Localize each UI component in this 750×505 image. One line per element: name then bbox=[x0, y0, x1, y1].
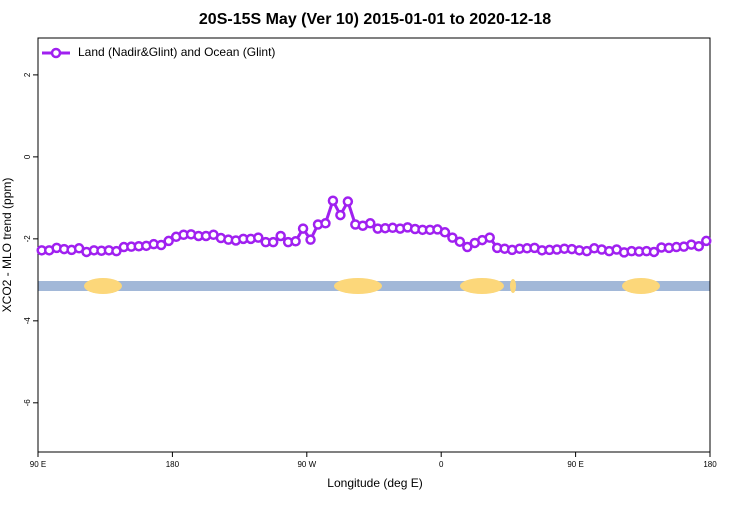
data-point bbox=[447, 232, 458, 243]
data-point bbox=[253, 232, 264, 243]
data-point bbox=[327, 195, 339, 206]
data-point bbox=[701, 235, 712, 247]
data-point bbox=[335, 209, 346, 221]
data-point bbox=[342, 196, 354, 207]
y-tick-label: -4 bbox=[23, 317, 32, 325]
data-point bbox=[439, 227, 451, 238]
legend-label: Land (Nadir&Glint) and Ocean (Glint) bbox=[78, 45, 275, 59]
x-tick-label: 180 bbox=[166, 460, 180, 469]
data-point bbox=[648, 246, 660, 258]
x-tick-label: 0 bbox=[439, 460, 444, 469]
y-tick-label: 2 bbox=[23, 72, 32, 77]
data-point bbox=[163, 235, 174, 247]
x-tick-label: 90 W bbox=[297, 460, 316, 469]
data-point bbox=[155, 239, 167, 251]
data-point bbox=[111, 245, 122, 257]
data-point bbox=[454, 236, 466, 247]
y-tick-label: -2 bbox=[23, 235, 32, 243]
land-ocean-mask bbox=[38, 278, 710, 294]
x-axis-label: Longitude (deg E) bbox=[327, 476, 422, 490]
legend-marker bbox=[50, 47, 62, 59]
data-point bbox=[693, 240, 705, 252]
data-point bbox=[267, 236, 279, 248]
data-point bbox=[484, 232, 495, 243]
x-tick-label: 90 E bbox=[30, 460, 46, 469]
data-point bbox=[365, 218, 376, 229]
data-point bbox=[320, 218, 331, 229]
x-tick-label: 90 E bbox=[567, 460, 583, 469]
data-point bbox=[297, 223, 309, 234]
data-point bbox=[290, 236, 301, 247]
x-tick-label: 180 bbox=[703, 460, 717, 469]
data-point bbox=[275, 230, 286, 242]
y-axis-label: XCO2 - MLO trend (ppm) bbox=[0, 178, 14, 313]
y-tick-label: 0 bbox=[23, 154, 32, 159]
data-point bbox=[462, 241, 473, 253]
plot-frame bbox=[37, 37, 711, 453]
y-tick-label: -6 bbox=[23, 399, 32, 407]
chart-title: 20S-15S May (Ver 10) 2015-01-01 to 2020-… bbox=[199, 11, 551, 28]
data-point bbox=[305, 234, 316, 245]
